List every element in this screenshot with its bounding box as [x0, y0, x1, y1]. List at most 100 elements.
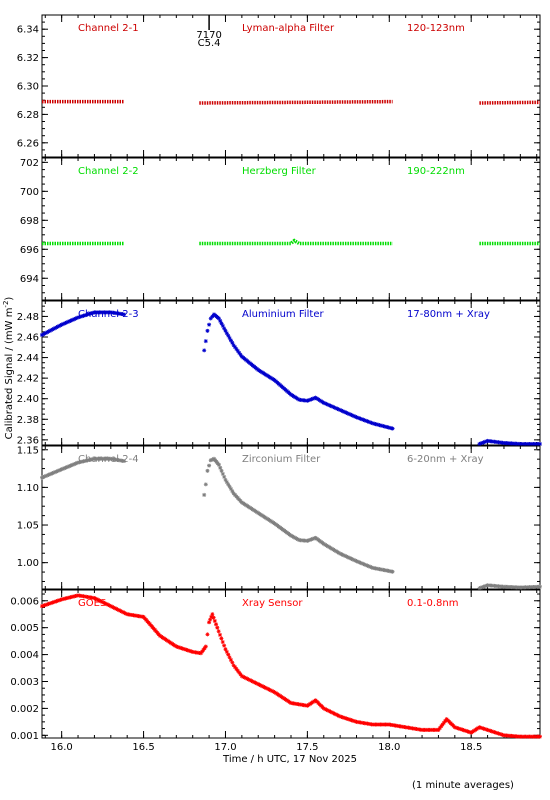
data-point: [365, 419, 370, 424]
data-point: [81, 313, 86, 318]
data-point: [480, 440, 485, 445]
data-point: [233, 665, 238, 670]
data-point: [51, 470, 56, 475]
data-point: [454, 725, 459, 730]
y-tick-label: 2.38: [17, 415, 39, 426]
x-tick-label: 16.5: [132, 742, 154, 753]
data-point: [345, 555, 350, 560]
data-point: [97, 598, 102, 603]
data-point: [464, 728, 469, 733]
data-point: [345, 716, 350, 721]
data-point: [237, 670, 242, 675]
panel-channel-label: GOES: [78, 598, 106, 609]
data-point: [202, 348, 207, 353]
data-point: [207, 463, 212, 468]
data-point: [466, 729, 471, 734]
data-point: [208, 458, 213, 463]
data-point: [348, 412, 353, 417]
data-point: [228, 338, 233, 343]
data-point: [343, 410, 348, 415]
data-point: [230, 660, 235, 665]
data-point: [112, 606, 117, 611]
data-point: [465, 729, 470, 734]
data-point: [343, 716, 348, 721]
data-point: [353, 719, 358, 724]
data-point: [346, 411, 351, 416]
data-point: [72, 462, 77, 467]
data-point: [336, 713, 341, 718]
data-point: [69, 463, 74, 468]
data-point: [49, 471, 54, 476]
y-tick-label: 1.10: [17, 483, 39, 494]
plot-layer: 6.26 6.28 6.30 6.32 6.34 Channel 2-1 Lyman-alp…: [10, 14, 542, 753]
data-point: [312, 396, 317, 401]
data-point: [368, 564, 373, 569]
data-point: [485, 727, 490, 732]
y-tick-label: 2.36: [17, 435, 39, 446]
data-point: [295, 537, 300, 542]
data-point: [57, 468, 62, 473]
data-point: [477, 441, 482, 446]
panel-filter-label: Zirconium Filter: [242, 454, 321, 465]
data-point: [96, 597, 101, 602]
data-point: [45, 330, 50, 335]
data-point: [238, 672, 243, 677]
y-axis-label-main: Calibrated Signal / (mW m: [4, 308, 15, 440]
y-tick-label: 6.28: [17, 110, 39, 121]
data-point: [65, 319, 70, 324]
data-point: [223, 328, 228, 333]
data-point: [344, 410, 349, 415]
data-point: [91, 310, 96, 315]
data-point: [59, 322, 64, 327]
data-point: [45, 602, 50, 607]
data-point: [341, 715, 346, 720]
data-point: [492, 730, 497, 735]
data-point: [436, 727, 441, 732]
data-point: [357, 560, 362, 565]
data-point: [55, 324, 60, 329]
y-tick-label: 6.30: [17, 82, 39, 93]
data-point: [341, 409, 346, 414]
data-point: [353, 414, 358, 419]
data-point: [111, 605, 116, 610]
data-series: [40, 456, 542, 591]
data-point: [70, 317, 75, 322]
data-point: [93, 596, 98, 601]
data-point: [482, 439, 487, 444]
data-line: [479, 100, 541, 105]
data-point: [53, 599, 58, 604]
y-tick-label: 0.006: [10, 596, 39, 607]
data-point: [270, 689, 275, 694]
data-point: [63, 465, 68, 470]
data-point: [486, 728, 491, 733]
data-point: [257, 682, 262, 687]
data-point: [175, 644, 180, 649]
data-series: [42, 238, 540, 246]
data-point: [88, 311, 93, 316]
data-point: [54, 325, 59, 330]
data-point: [72, 317, 77, 322]
data-point: [216, 629, 221, 634]
data-point: [74, 461, 79, 466]
data-point: [350, 413, 355, 418]
data-point: [346, 555, 351, 560]
data-point: [243, 676, 248, 681]
data-point: [358, 560, 363, 565]
y-axis-label-end: ): [4, 297, 15, 301]
data-point: [350, 557, 355, 562]
data-point: [249, 678, 254, 683]
y-tick-label: 700: [20, 187, 39, 198]
panel-channel-label: Channel 2-1: [78, 23, 139, 34]
data-point: [89, 311, 94, 316]
y-tick-label: 2.48: [17, 312, 39, 323]
data-point: [352, 557, 357, 562]
panel-5: 0.001 0.002 0.003 0.004 0.005 0.006 GOES Xray S…: [10, 589, 542, 742]
data-point: [262, 685, 267, 690]
data-point: [186, 648, 191, 653]
data-point: [481, 584, 486, 589]
flare-id-label: 7170: [196, 30, 221, 41]
data-point: [478, 725, 483, 730]
data-point: [349, 556, 354, 561]
data-point: [266, 687, 271, 692]
